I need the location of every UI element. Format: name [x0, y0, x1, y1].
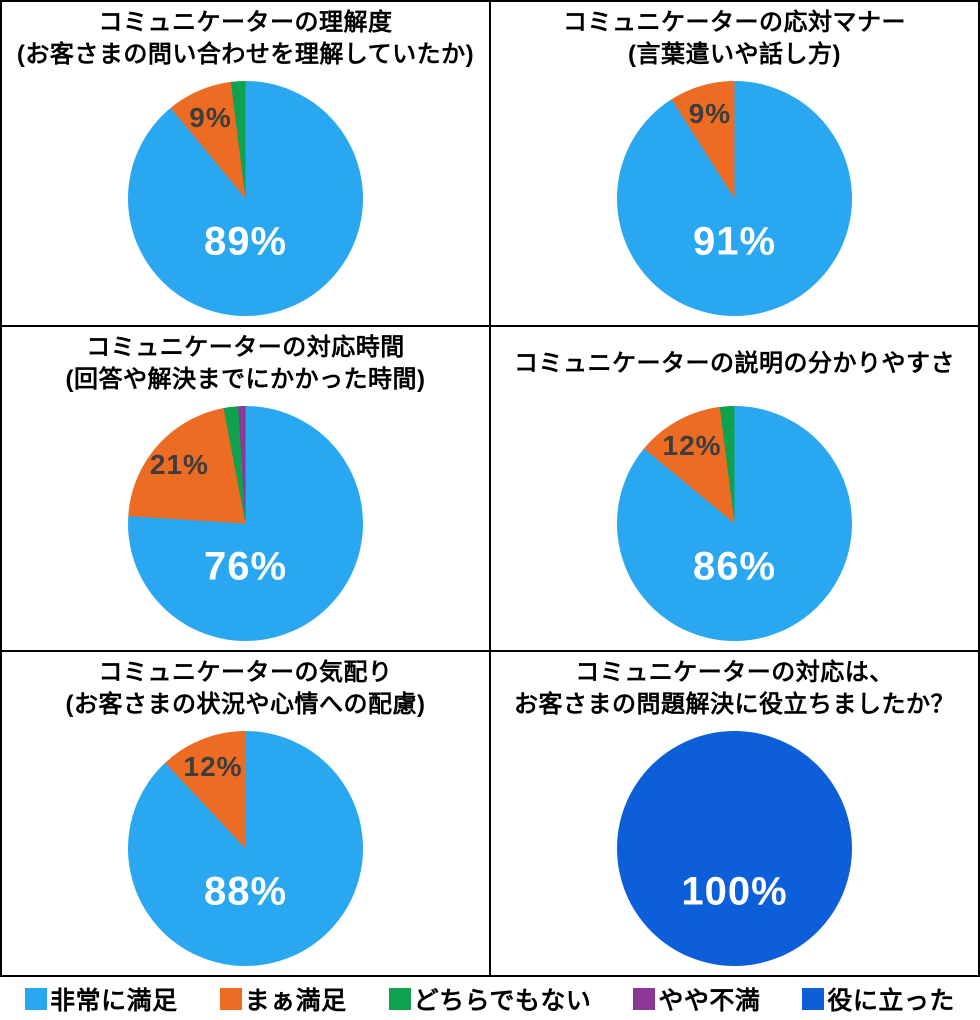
- legend-label: まぁ満足: [244, 986, 347, 1015]
- pie-circle: [617, 731, 852, 966]
- pie-circle: [128, 406, 363, 641]
- legend-swatch-icon: [802, 987, 825, 1010]
- chart-title-line: コミュニケーターの応対マナー: [563, 9, 906, 37]
- legend-item-helpful: 役に立った: [802, 981, 955, 1017]
- legend-label: 役に立った: [827, 986, 955, 1015]
- legend-item-somewhat-dissatisfied: やや不満: [633, 981, 760, 1017]
- pie-chart: 91% 9%: [617, 81, 852, 316]
- legend-label: どちらでもない: [413, 986, 592, 1015]
- legend-item-neutral: どちらでもない: [388, 981, 592, 1017]
- legend-label: 非常に満足: [50, 986, 178, 1015]
- chart-cell-response-time: コミュニケーターの対応時間 (回答や解決までにかかった時間) 76% 21%: [2, 327, 489, 650]
- chart-title-line: お客さまの問題解決に役立ちましたか？: [514, 691, 955, 718]
- chart-title: コミュニケーターの理解度 (お客さまの問い合わせを理解していたか): [2, 2, 489, 76]
- chart-cell-problem-solved: コミュニケーターの対応は、 お客さまの問題解決に役立ちましたか？ 100%: [491, 652, 978, 975]
- pie-circle: [617, 406, 852, 641]
- chart-title-line: (言葉遣いや話し方): [628, 41, 841, 68]
- chart-title: コミュニケーターの対応は、 お客さまの問題解決に役立ちましたか？: [491, 652, 978, 726]
- chart-title: コミュニケーターの応対マナー (言葉遣いや話し方): [491, 2, 978, 76]
- chart-title-line: コミュニケーターの気配り: [98, 659, 393, 687]
- chart-legend: 非常に満足 まぁ満足 どちらでもない やや不満 役に立った: [0, 977, 980, 1020]
- legend-swatch-icon: [388, 987, 411, 1010]
- chart-title-line: コミュニケーターの対応時間: [86, 334, 405, 362]
- legend-label: やや不満: [658, 986, 761, 1015]
- legend-item-very-satisfied: 非常に満足: [25, 981, 178, 1017]
- chart-title-line: (お客さまの問い合わせを理解していたか): [16, 41, 475, 68]
- legend-swatch-icon: [219, 987, 242, 1010]
- chart-title-line: コミュニケーターの対応は、: [575, 659, 894, 687]
- pie-chart: 76% 21%: [128, 406, 363, 641]
- pie-chart: 89% 9%: [128, 81, 363, 316]
- chart-title-line: (回答や解決までにかかった時間): [65, 366, 426, 393]
- pie-circle: [617, 81, 852, 316]
- legend-swatch-icon: [25, 987, 48, 1010]
- chart-cell-consideration: コミュニケーターの気配り (お客さまの状況や心情への配慮) 88% 12%: [2, 652, 489, 975]
- legend-item-somewhat-satisfied: まぁ満足: [219, 981, 347, 1017]
- pie-chart: 88% 12%: [128, 731, 363, 966]
- chart-title: コミュニケーターの気配り (お客さまの状況や心情への配慮): [2, 652, 489, 726]
- chart-title-line: (お客さまの状況や心情への配慮): [65, 691, 426, 718]
- legend-swatch-icon: [633, 987, 656, 1010]
- pie-circle: [128, 81, 363, 316]
- chart-title-line: コミュニケーターの理解度: [98, 9, 393, 37]
- chart-title-line: コミュニケーターの説明の分かりやすさ: [514, 350, 955, 378]
- chart-grid: コミュニケーターの理解度 (お客さまの問い合わせを理解していたか) 89% 9% …: [0, 0, 980, 977]
- chart-title: コミュニケーターの説明の分かりやすさ: [491, 327, 978, 401]
- pie-chart: 100%: [617, 731, 852, 966]
- pie-circle: [128, 731, 363, 966]
- pie-chart: 86% 12%: [617, 406, 852, 641]
- chart-cell-manner: コミュニケーターの応対マナー (言葉遣いや話し方) 91% 9%: [491, 2, 978, 325]
- chart-title: コミュニケーターの対応時間 (回答や解決までにかかった時間): [2, 327, 489, 401]
- chart-cell-clarity: コミュニケーターの説明の分かりやすさ 86% 12%: [491, 327, 978, 650]
- chart-cell-understanding: コミュニケーターの理解度 (お客さまの問い合わせを理解していたか) 89% 9%: [2, 2, 489, 325]
